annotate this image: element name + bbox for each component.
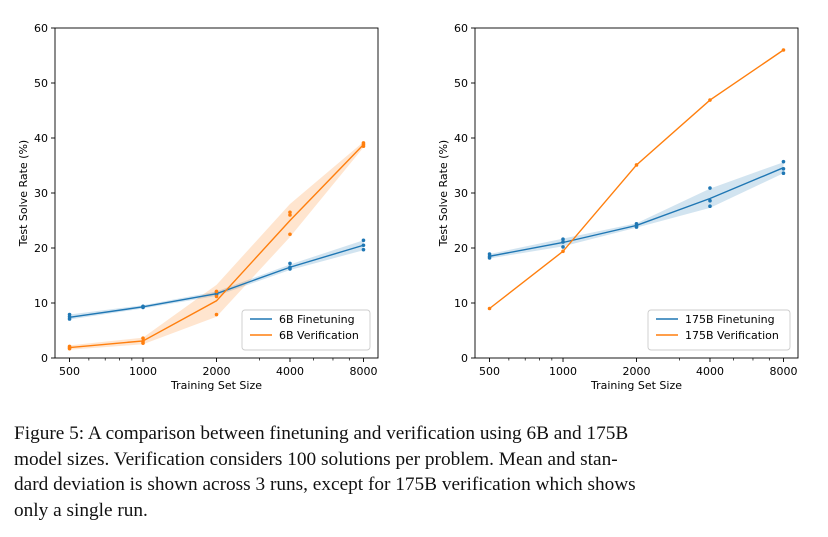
data-point <box>67 344 72 349</box>
x-tick-label: 500 <box>479 365 500 378</box>
data-point <box>141 339 145 344</box>
data-point <box>634 163 639 167</box>
y-tick-label: 50 <box>34 77 48 90</box>
series-line-1 <box>69 144 364 349</box>
data-point <box>634 222 639 226</box>
legend-label: 6B Verification <box>279 329 359 342</box>
y-axis-label: Test Solve Rate (%) <box>437 140 450 247</box>
y-tick-label: 10 <box>454 297 468 310</box>
caption-line: only a single run. <box>14 499 148 521</box>
data-point <box>708 198 712 203</box>
y-tick-label: 0 <box>41 352 48 365</box>
right-chart-175b: 0 10 20 30 40 50 60 500 1000 2000 4000 8000 Training… <box>437 22 799 392</box>
data-point <box>708 186 712 190</box>
x-tick-label: 8000 <box>349 365 377 378</box>
y-tick-label: 60 <box>454 22 468 35</box>
data-point <box>487 252 492 256</box>
data-point <box>708 98 712 102</box>
data-point <box>141 304 145 309</box>
data-point <box>361 238 366 243</box>
data-point <box>781 48 786 52</box>
y-tick-label: 20 <box>34 242 48 255</box>
y-axis-label: Test Solve Rate (%) <box>17 140 30 247</box>
y-tick-label: 40 <box>454 132 468 145</box>
data-point <box>708 204 712 208</box>
x-tick-label: 2000 <box>623 365 651 378</box>
data-point <box>288 232 292 237</box>
y-tick-label: 10 <box>34 297 48 310</box>
legend-box <box>241 309 371 351</box>
data-point <box>561 249 565 254</box>
data-point <box>288 213 292 217</box>
y-tick-label: 20 <box>454 242 468 255</box>
std-band-0 <box>69 240 364 320</box>
data-point <box>561 237 565 241</box>
std-band-0 <box>489 162 784 259</box>
data-point <box>214 294 219 299</box>
data-point <box>781 171 786 175</box>
data-point <box>67 312 72 317</box>
caption-line: model sizes. Verification considers 100 … <box>14 448 618 470</box>
data-point <box>361 141 366 145</box>
x-axis-label: Training Set Size <box>590 379 682 392</box>
legend: 6B Finetuning 6B Verification <box>241 309 371 351</box>
data-point <box>214 289 219 294</box>
y-tick-label: 30 <box>34 187 48 200</box>
data-point <box>288 261 292 266</box>
data-point <box>141 336 145 341</box>
x-tick-label: 8000 <box>769 365 797 378</box>
x-tick-label: 1000 <box>129 365 157 378</box>
legend-box <box>647 309 791 351</box>
figure-caption: Figure 5: A comparison between finetunin… <box>14 421 814 523</box>
data-point <box>781 167 786 171</box>
y-tick-label: 40 <box>34 132 48 145</box>
data-point <box>288 265 292 270</box>
data-point <box>288 210 292 215</box>
data-point <box>361 247 366 252</box>
data-point <box>214 312 219 317</box>
data-point <box>487 306 492 311</box>
caption-line: Figure 5: A comparison between finetunin… <box>14 423 629 444</box>
x-tick-label: 4000 <box>276 365 304 378</box>
legend-label: 175B Verification <box>685 329 779 342</box>
legend-label: 175B Finetuning <box>685 313 775 326</box>
caption-line: dard deviation is shown across 3 runs, e… <box>14 474 636 495</box>
y-tick-label: 0 <box>461 352 468 365</box>
x-tick-label: 4000 <box>696 365 724 378</box>
data-point <box>361 243 366 248</box>
y-tick-label: 30 <box>454 187 468 200</box>
x-tick-label: 1000 <box>549 365 577 378</box>
data-point <box>561 245 565 249</box>
x-tick-label: 2000 <box>203 365 231 378</box>
left-chart-6b: 0 10 20 30 40 50 60 500 1000 2000 4000 8000 Training… <box>17 22 379 392</box>
axes-frame <box>474 27 799 359</box>
std-band-1 <box>69 141 364 350</box>
data-point <box>561 240 565 244</box>
legend: 175B Finetuning 175B Verification <box>647 309 791 351</box>
y-tick-label: 60 <box>34 22 48 35</box>
x-axis-label: Training Set Size <box>170 379 262 392</box>
x-tick-label: 500 <box>59 365 80 378</box>
data-point <box>781 159 786 164</box>
y-tick-label: 50 <box>454 77 468 90</box>
legend-label: 6B Finetuning <box>279 313 355 326</box>
